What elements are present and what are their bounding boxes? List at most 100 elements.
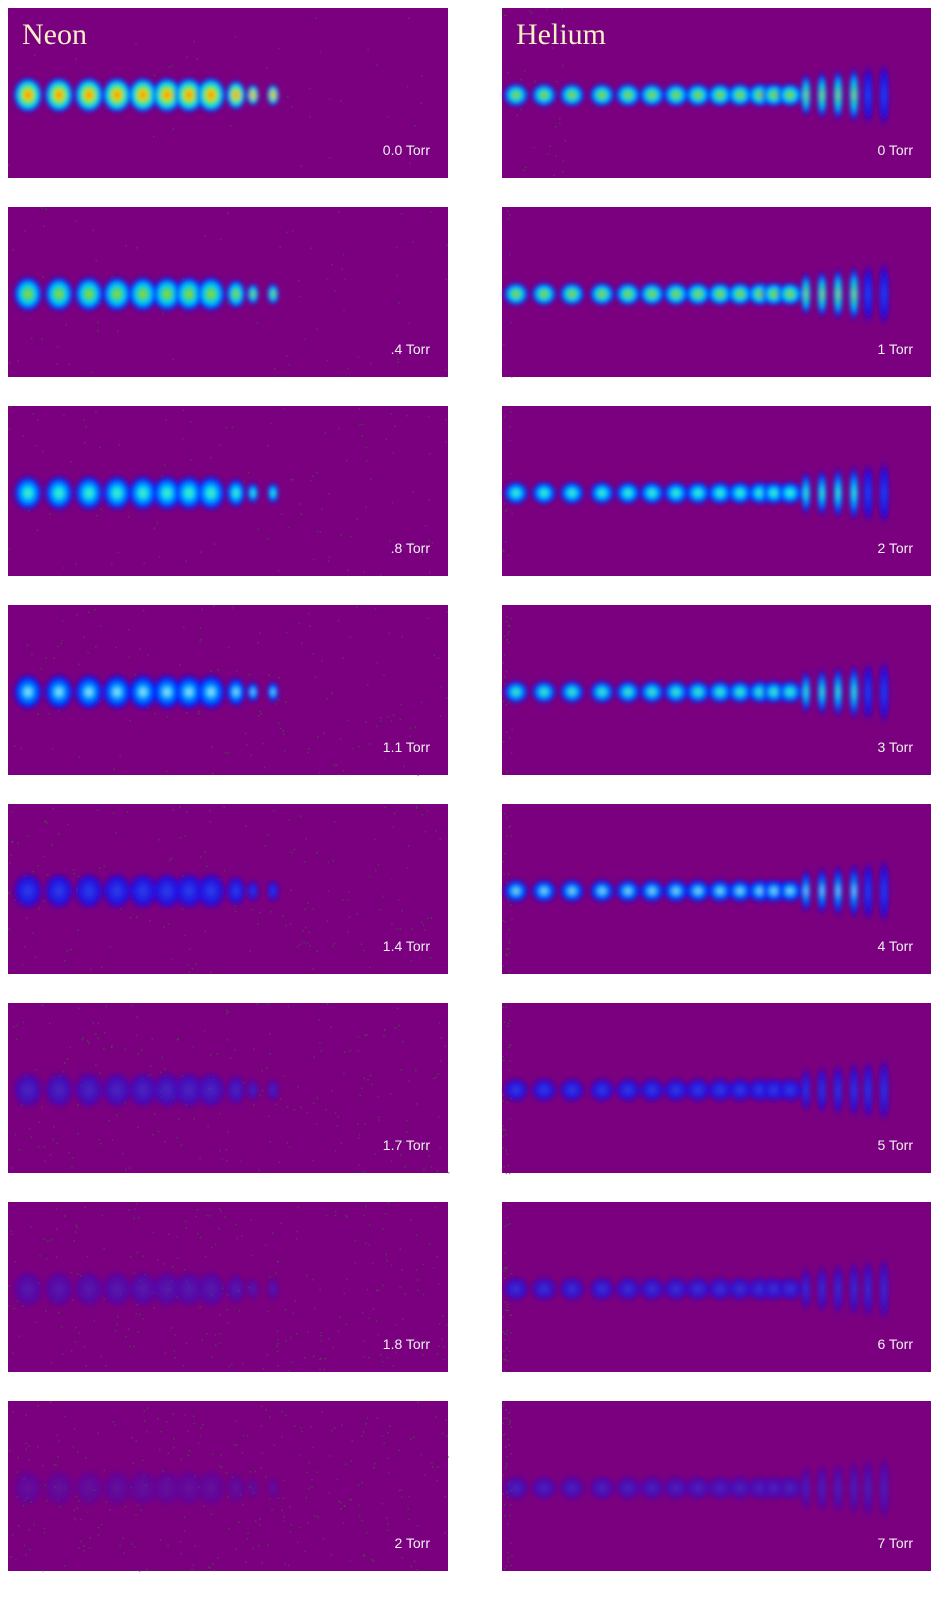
noise [506, 616, 508, 618]
noise [278, 723, 280, 725]
spot [589, 83, 615, 107]
noise [200, 551, 202, 553]
noise [283, 1516, 285, 1518]
noise [510, 1044, 512, 1046]
noise [344, 1505, 346, 1507]
noise [503, 1166, 505, 1168]
noise [285, 925, 287, 927]
noise [382, 1361, 384, 1363]
noise [138, 1053, 140, 1055]
noise [421, 702, 423, 704]
noise [214, 543, 216, 545]
noise [347, 1279, 349, 1281]
noise [268, 834, 270, 836]
noise [8, 893, 10, 895]
noise [122, 1153, 124, 1155]
noise [277, 1339, 279, 1341]
spot [13, 873, 43, 909]
spot [833, 1263, 843, 1315]
noise [507, 1552, 509, 1554]
noise [160, 1431, 162, 1433]
noise [424, 1474, 426, 1476]
noise [249, 1471, 251, 1473]
noise [283, 730, 285, 732]
noise [153, 136, 155, 138]
noise [378, 1334, 380, 1336]
noise [78, 663, 80, 665]
noise [502, 1129, 504, 1131]
noise [39, 1255, 41, 1257]
pressure-label: 5 Torr [877, 1137, 913, 1153]
noise [507, 1026, 509, 1028]
noise [265, 845, 267, 847]
noise [144, 1420, 146, 1422]
noise [84, 1346, 86, 1348]
noise [31, 338, 32, 340]
noise [44, 1532, 46, 1534]
noise [305, 927, 307, 929]
noise [318, 1516, 320, 1518]
noise [259, 1518, 261, 1520]
noise [431, 1166, 433, 1168]
noise [71, 1167, 73, 1169]
spots [13, 276, 279, 312]
noise [396, 247, 398, 249]
spot [503, 1078, 529, 1102]
noise [277, 1331, 279, 1333]
noise [12, 1534, 14, 1536]
noise [262, 743, 264, 745]
noise [180, 1541, 182, 1543]
spot [102, 475, 132, 511]
noise [32, 932, 34, 934]
noise [509, 254, 511, 256]
noise [504, 683, 506, 685]
noise [425, 525, 427, 527]
noise [135, 44, 137, 46]
spot [801, 1267, 811, 1311]
noise [351, 1460, 353, 1462]
noise [289, 819, 291, 821]
noise [269, 1033, 271, 1035]
noise [309, 1462, 311, 1464]
noise [365, 1243, 367, 1245]
noise [74, 873, 76, 875]
noise [279, 246, 281, 248]
spot [247, 1079, 259, 1101]
noise [505, 1134, 507, 1136]
noise [511, 835, 513, 837]
noise [367, 49, 369, 51]
noise [307, 1522, 309, 1524]
noise [320, 1335, 322, 1337]
noise [313, 1056, 315, 1058]
noise [301, 1431, 303, 1433]
noise [247, 1538, 249, 1540]
noise [289, 1370, 291, 1372]
noise [141, 1049, 143, 1051]
spot [74, 1271, 104, 1307]
noise [510, 1453, 512, 1455]
noise [561, 8, 563, 10]
spot [801, 670, 811, 714]
noise [276, 1104, 278, 1106]
noise [559, 123, 561, 125]
noise [193, 1118, 195, 1120]
noise [136, 917, 138, 919]
noise [329, 556, 331, 558]
spot [833, 865, 843, 917]
noise [503, 1351, 505, 1353]
noise [507, 1361, 509, 1363]
noise [440, 1060, 442, 1062]
noise [97, 322, 99, 324]
noise [81, 1541, 83, 1543]
noise [369, 743, 371, 745]
spot [801, 1466, 811, 1510]
noise [350, 1561, 352, 1563]
noise [506, 1267, 508, 1269]
noise [100, 1073, 102, 1075]
spot [74, 873, 104, 909]
noise [397, 1008, 399, 1010]
noise [206, 1333, 208, 1335]
noise [380, 721, 382, 723]
noise [505, 15, 507, 17]
noise [259, 632, 261, 634]
